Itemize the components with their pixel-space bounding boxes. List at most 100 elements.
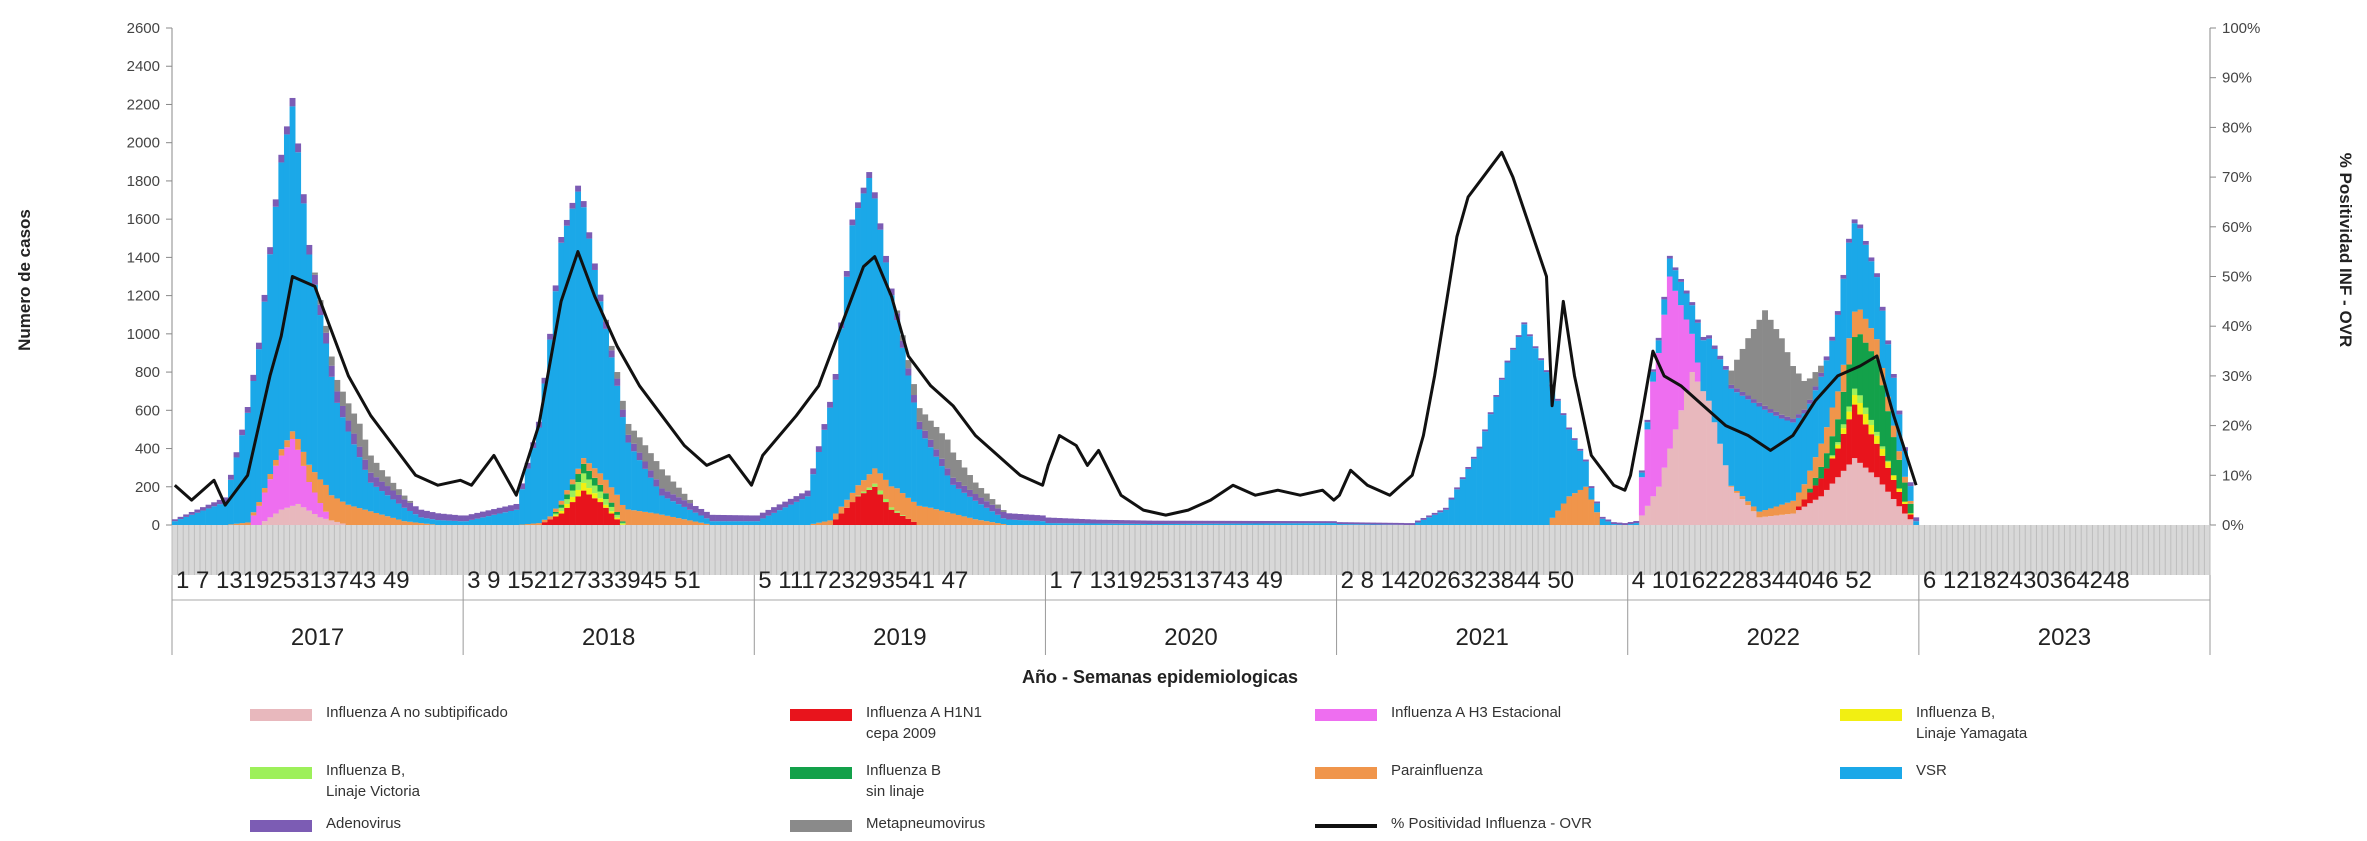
bar-segment: [1868, 257, 1875, 262]
bar-segment: [1314, 521, 1321, 524]
bar-segment: [1034, 515, 1041, 521]
bar-segment: [1353, 524, 1360, 525]
bar-segment: [1896, 459, 1903, 489]
year-label: 2017: [291, 624, 344, 651]
bar-segment: [821, 429, 828, 522]
bar-segment: [961, 492, 968, 517]
bar-segment: [1386, 524, 1393, 526]
bar-segment: [1862, 240, 1869, 245]
bar-segment: [1801, 499, 1808, 507]
bar-segment: [323, 325, 330, 333]
bar-segment: [1890, 475, 1897, 480]
bar-segment: [1790, 422, 1796, 501]
bar-segment: [1868, 472, 1875, 525]
bar-segment: [407, 500, 414, 503]
bar-segment: [1890, 479, 1897, 500]
bar-segment: [860, 193, 867, 481]
bar-segment: [855, 202, 861, 209]
bar-segment: [1829, 436, 1836, 456]
bar-segment: [1151, 524, 1158, 525]
bar-segment: [1846, 406, 1852, 412]
bar-segment: [849, 225, 856, 493]
bar-segment: [1218, 523, 1225, 525]
bar-segment: [1846, 419, 1852, 465]
bar-segment: [591, 477, 598, 486]
bar-segment: [1051, 523, 1057, 525]
bar-segment: [1762, 409, 1768, 511]
bar-segment: [625, 423, 632, 435]
bar-segment: [345, 420, 352, 432]
bar-segment: [1246, 523, 1253, 525]
bar-segment: [591, 468, 598, 478]
bar-segment: [412, 522, 419, 525]
bar-segment: [283, 134, 290, 441]
bar-segment: [323, 518, 330, 525]
bar-segment: [1890, 373, 1897, 378]
bar-segment: [1907, 519, 1914, 525]
bar-segment: [1353, 522, 1360, 525]
bar-segment: [955, 460, 962, 482]
bar-segment: [233, 523, 240, 525]
bar-segment: [306, 244, 313, 255]
bar-segment: [586, 470, 593, 480]
bar-segment: [395, 494, 402, 504]
bar-segment: [720, 521, 727, 525]
bar-segment: [1700, 391, 1707, 525]
bar-segment: [1694, 362, 1701, 382]
bar-segment: [1879, 484, 1886, 525]
bar-segment: [311, 284, 318, 473]
bar-segment: [871, 483, 878, 487]
bar-segment: [194, 509, 201, 513]
bar-segment: [799, 499, 805, 525]
bar-segment: [575, 185, 582, 192]
bar-segment: [1795, 414, 1802, 418]
bar-segment: [1818, 466, 1824, 479]
bar-segment: [1823, 453, 1830, 469]
bar-segment: [950, 513, 957, 525]
bar-segment: [183, 516, 190, 525]
bar-segment: [1823, 468, 1830, 490]
bar-segment: [1006, 519, 1013, 525]
bar-segment: [1818, 443, 1824, 467]
bar-segment: [563, 499, 570, 504]
bar-segment: [1056, 518, 1063, 524]
bar-segment: [799, 493, 805, 500]
bar-segment: [922, 414, 929, 431]
bar-segment: [821, 521, 828, 525]
bar-segment: [1694, 322, 1701, 363]
bar-segment: [642, 511, 649, 525]
bar-segment: [1834, 391, 1841, 420]
bar-segment: [1622, 523, 1629, 525]
bar-segment: [1392, 522, 1399, 525]
bar-segment: [272, 460, 279, 466]
bar-segment: [1454, 489, 1461, 525]
bar-segment: [922, 506, 929, 525]
y-left-tick-label: 1800: [127, 173, 160, 190]
bar-segment: [961, 516, 968, 525]
bar-segment: [1073, 523, 1080, 525]
bar-segment: [759, 518, 766, 525]
legend-item: Adenovirus: [250, 813, 401, 834]
bar-segment: [289, 106, 296, 432]
bar-segment: [1067, 523, 1074, 525]
bar-segment: [1666, 448, 1673, 525]
bar-segment: [255, 342, 262, 350]
bar-segment: [1549, 517, 1556, 525]
bar-segment: [866, 474, 873, 488]
bar-segment: [860, 480, 867, 492]
bar-segment: [1437, 510, 1444, 513]
bar-segment: [1756, 319, 1763, 403]
bar-segment: [1834, 444, 1841, 449]
bar-segment: [1745, 395, 1752, 400]
bar-segment: [172, 519, 178, 522]
bar-segment: [1672, 267, 1679, 271]
bar-segment: [451, 514, 458, 521]
bar-segment: [547, 339, 554, 517]
bar-segment: [877, 223, 884, 230]
y-left-tick-label: 400: [135, 441, 160, 458]
bar-segment: [1885, 344, 1892, 397]
bar-segment: [1605, 519, 1612, 522]
bar-segment: [586, 238, 593, 464]
bar-segment: [1079, 518, 1085, 524]
bar-segment: [1711, 345, 1718, 349]
